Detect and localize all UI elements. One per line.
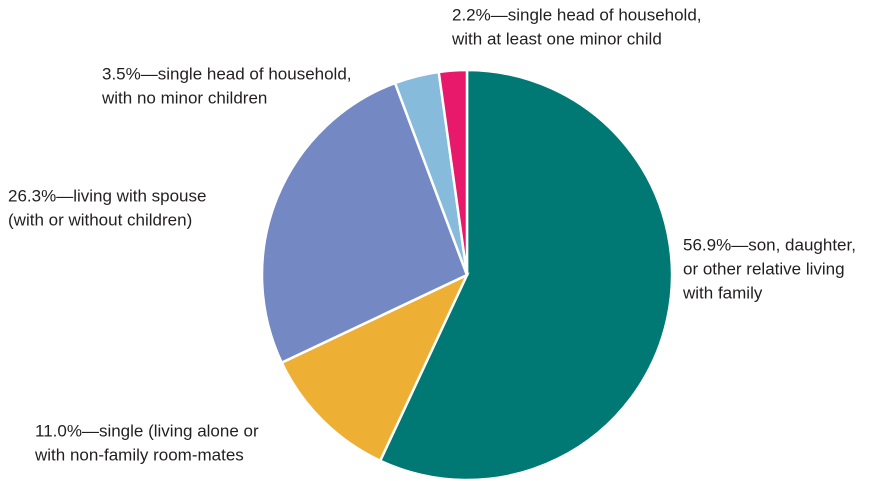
slice-label: 26.3%—living with spouse <box>8 186 206 205</box>
slice-label: 2.2%—single head of household, <box>452 5 702 24</box>
slice-label: 11.0%—single (living alone or <box>35 421 259 440</box>
slice-label: (with or without children) <box>8 210 192 229</box>
slice-label: 3.5%—single head of household, <box>102 64 352 83</box>
pie-slice <box>280 272 470 463</box>
pie-slice <box>378 68 674 481</box>
pie-slice <box>437 68 469 276</box>
slice-label: or other relative living <box>683 259 845 278</box>
pie-slice <box>260 81 469 365</box>
slice-label: with family <box>682 283 763 302</box>
slice-label: with non-family room-mates <box>34 445 244 464</box>
slice-label: 56.9%—son, daughter, <box>683 235 856 254</box>
slice-label: with at least one minor child <box>451 29 662 48</box>
slice-label: with no minor children <box>101 88 267 107</box>
